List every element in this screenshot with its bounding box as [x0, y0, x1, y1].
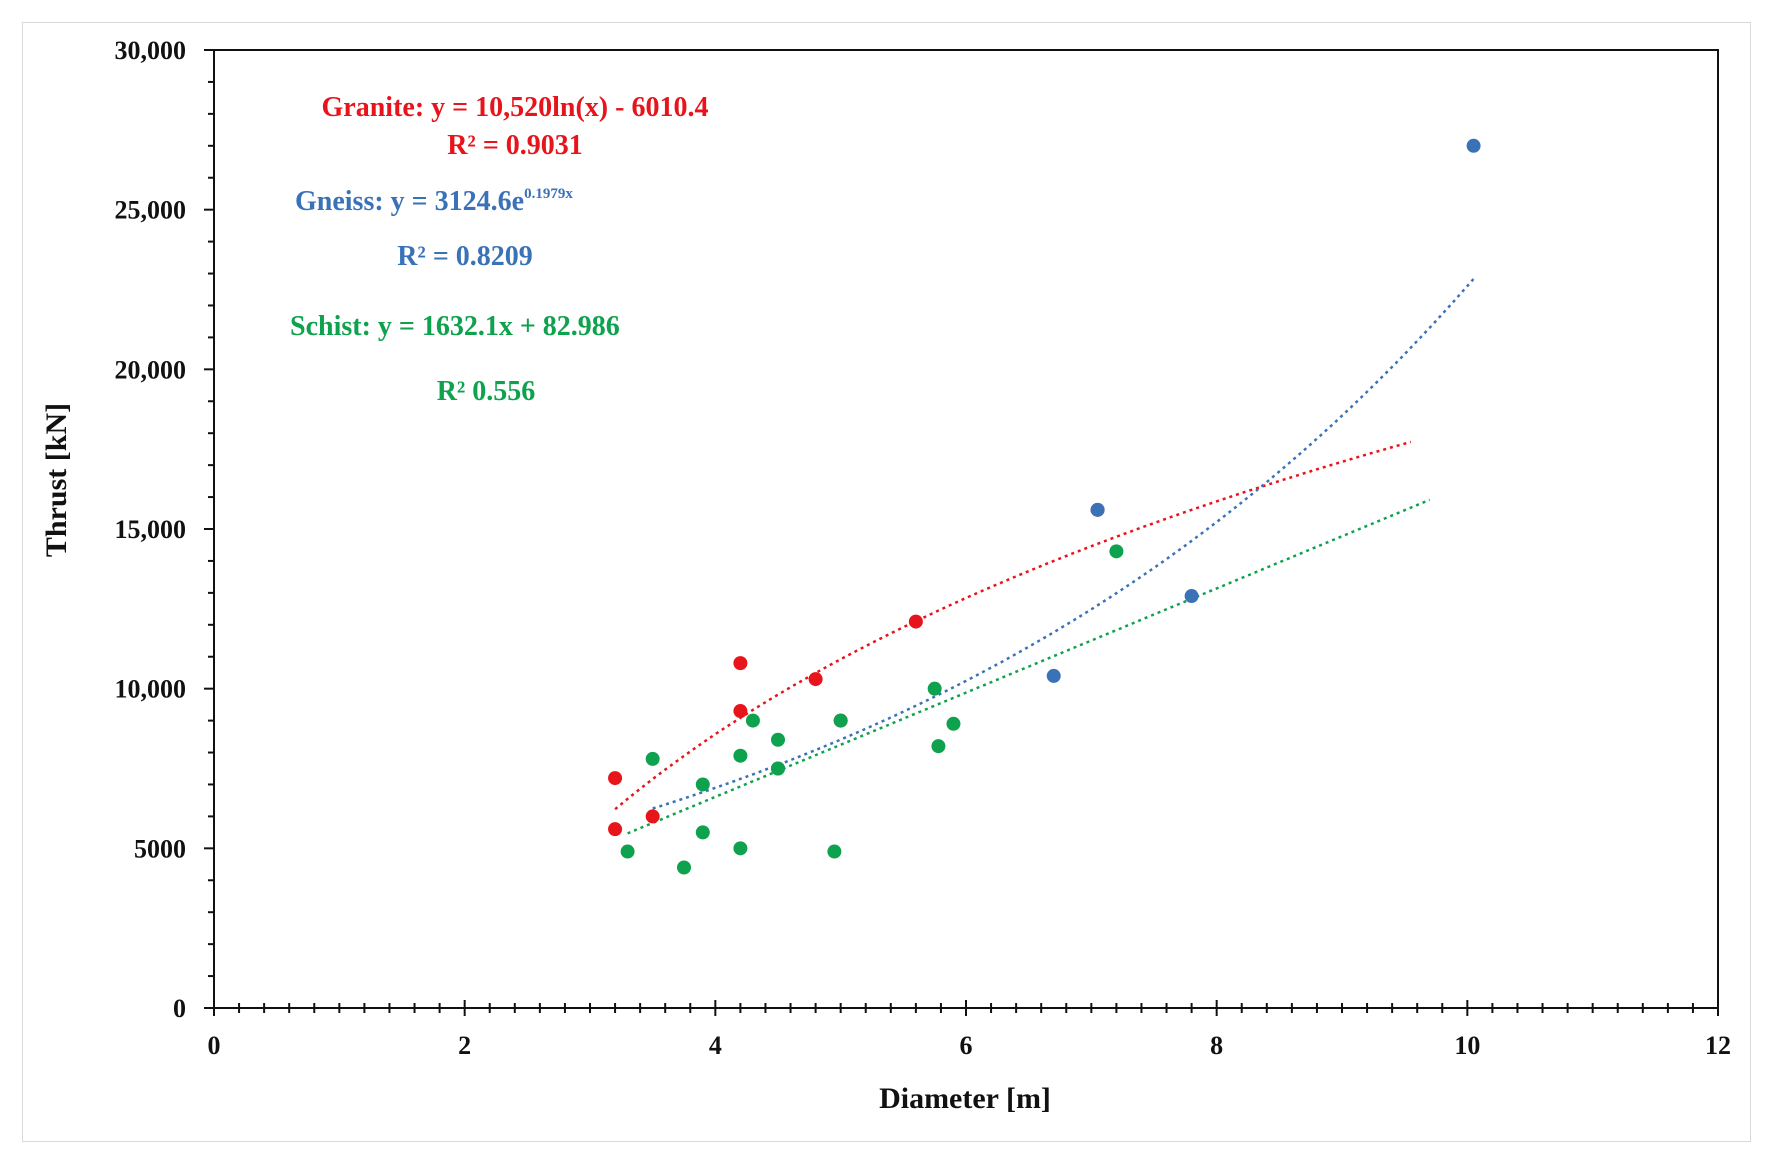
granite-point — [733, 704, 748, 719]
schist-point — [946, 716, 961, 731]
schist-point — [927, 681, 942, 696]
x-tick-label: 4 — [709, 1031, 722, 1060]
granite-trendline — [614, 440, 1412, 811]
granite-point — [608, 771, 623, 786]
gneiss-point — [1090, 502, 1105, 517]
granite-point — [808, 672, 823, 687]
granite-r2: R² = 0.9031 — [447, 130, 583, 161]
x-tick-label: 10 — [1454, 1031, 1480, 1060]
schist-r2: R² 0.556 — [437, 376, 536, 407]
schist-point — [733, 748, 748, 763]
schist-equation: Schist: y = 1632.1x + 82.986 — [290, 311, 620, 342]
y-tick-label: 10,000 — [115, 675, 187, 704]
x-tick-label: 2 — [458, 1031, 471, 1060]
schist-point — [771, 761, 785, 776]
schist-point — [733, 841, 748, 856]
schist-point — [745, 713, 760, 728]
x-tick-label: 12 — [1705, 1031, 1731, 1060]
schist-point — [771, 732, 785, 747]
granite-equation: Granite: y = 10,520ln(x) - 6010.4 — [322, 92, 709, 123]
schist-point — [833, 713, 848, 728]
y-tick-label: 25,000 — [115, 196, 187, 225]
gneiss-equation: Gneiss: y = 3124.6e0.1979x — [295, 186, 573, 217]
schist-point — [931, 739, 946, 754]
schist-point — [695, 777, 710, 792]
point-layer — [608, 138, 1481, 875]
x-tick-label: 8 — [1210, 1031, 1223, 1060]
y-tick-label: 15,000 — [115, 515, 187, 544]
y-axis-title: Thrust [kN] — [40, 403, 73, 557]
y-tick-label: 5000 — [134, 834, 186, 863]
granite-point — [608, 822, 623, 837]
gneiss-equation-exponent: 0.1979x — [524, 186, 573, 202]
schist-trendline — [627, 498, 1431, 835]
granite-point — [733, 656, 748, 671]
gneiss-trendline — [652, 278, 1475, 810]
gneiss-equation-base: Gneiss: y = 3124.6e — [295, 186, 524, 217]
gneiss-r2: R² = 0.8209 — [397, 241, 533, 272]
gneiss-point — [1184, 589, 1199, 604]
x-tick-label: 6 — [960, 1031, 973, 1060]
granite-point — [645, 809, 660, 824]
gneiss-point — [1466, 138, 1481, 153]
granite-point — [908, 614, 923, 629]
schist-point — [645, 751, 660, 766]
y-tick-label: 0 — [173, 994, 186, 1023]
gneiss-point — [1046, 668, 1061, 683]
schist-point — [695, 825, 710, 840]
chart-frame — [22, 22, 1751, 1142]
schist-point — [1109, 544, 1124, 559]
x-axis-title: Diameter [m] — [879, 1082, 1051, 1115]
x-tick-label: 0 — [208, 1031, 221, 1060]
schist-point — [620, 844, 635, 859]
schist-point — [827, 844, 842, 859]
axes-layer: 0 2 4 6 8 10 12 0 5000 10,000 15,000 20,000 25,000 30… — [115, 36, 1732, 1060]
schist-point — [677, 860, 691, 875]
y-tick-label: 30,000 — [115, 36, 187, 65]
y-tick-label: 20,000 — [115, 355, 187, 384]
trendline-layer — [614, 278, 1475, 835]
